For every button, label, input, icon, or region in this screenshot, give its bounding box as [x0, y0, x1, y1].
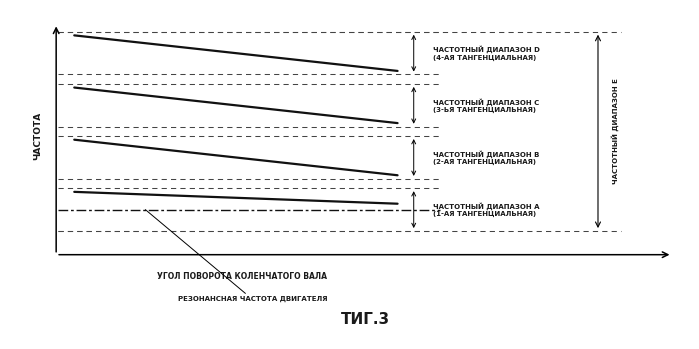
Text: ЧАСТОТНЫЙ ДИАПАЗОН A
(1-АЯ ТАНГЕНЦИАЛЬНАЯ): ЧАСТОТНЫЙ ДИАПАЗОН A (1-АЯ ТАНГЕНЦИАЛЬНА…	[433, 202, 540, 217]
Text: РЕЗОНАНСНАЯ ЧАСТОТА ДВИГАТЕЛЯ: РЕЗОНАНСНАЯ ЧАСТОТА ДВИГАТЕЛЯ	[145, 210, 327, 303]
Text: ЧАСТОТНЫЙ ДИАПАЗОН D
(4-АЯ ТАНГЕНЦИАЛЬНАЯ): ЧАСТОТНЫЙ ДИАПАЗОН D (4-АЯ ТАНГЕНЦИАЛЬНА…	[433, 46, 540, 61]
Text: ЧАСТОТА: ЧАСТОТА	[34, 112, 43, 160]
Text: ЧАСТОТНЫЙ ДИАПАЗОН E: ЧАСТОТНЫЙ ДИАПАЗОН E	[611, 79, 619, 184]
Text: ЧАСТОТНЫЙ ДИАПАЗОН C
(3-ЬЯ ТАНГЕНЦИАЛЬНАЯ): ЧАСТОТНЫЙ ДИАПАЗОН C (3-ЬЯ ТАНГЕНЦИАЛЬНА…	[433, 98, 540, 113]
Text: ЧАСТОТНЫЙ ДИАПАЗОН B
(2-АЯ ТАНГЕНЦИАЛЬНАЯ): ЧАСТОТНЫЙ ДИАПАЗОН B (2-АЯ ТАНГЕНЦИАЛЬНА…	[433, 150, 540, 165]
Text: ΤИГ.3: ΤИГ.3	[340, 312, 390, 327]
Text: УГОЛ ПОВОРОТА КОЛЕНЧАТОГО ВАЛА: УГОЛ ПОВОРОТА КОЛЕНЧАТОГО ВАЛА	[157, 273, 327, 282]
